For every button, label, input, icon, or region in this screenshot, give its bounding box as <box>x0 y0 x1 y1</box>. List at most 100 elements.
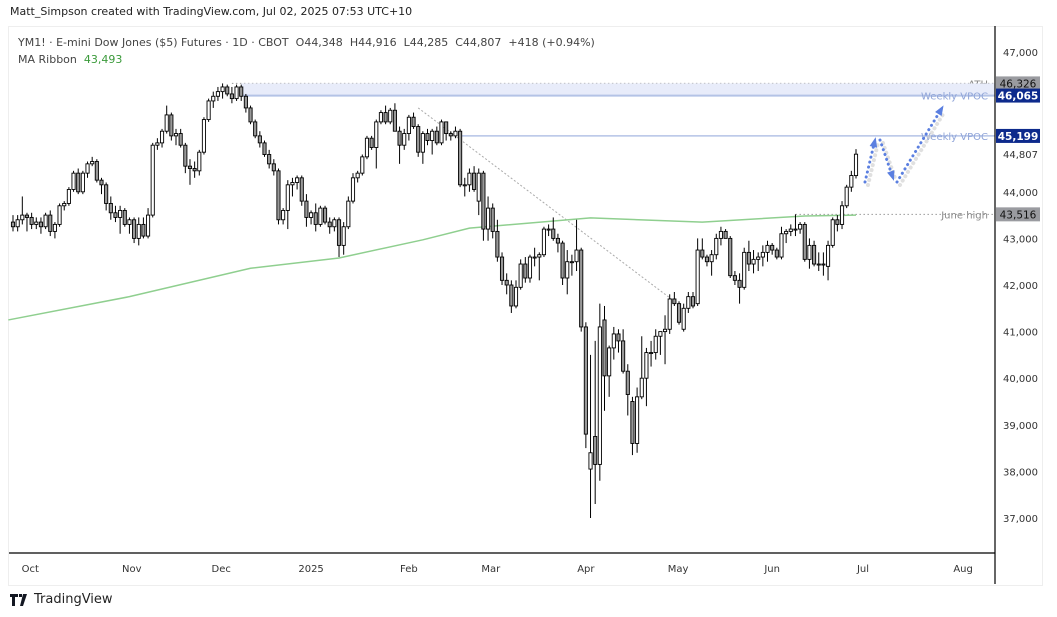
candle[interactable] <box>313 203 318 232</box>
price-axis[interactable]: 47,000 44,000 43,000 42,000 41,000 40,000 39,0… <box>1003 48 1038 525</box>
candle[interactable] <box>271 159 276 176</box>
candle[interactable] <box>486 196 491 241</box>
candle[interactable] <box>458 128 463 188</box>
candle[interactable] <box>416 124 421 157</box>
candle[interactable] <box>509 280 514 313</box>
candle[interactable] <box>686 291 691 313</box>
candle[interactable] <box>146 208 151 239</box>
candle[interactable] <box>621 329 626 374</box>
candle[interactable] <box>76 168 81 195</box>
candle[interactable] <box>737 273 742 304</box>
candle[interactable] <box>257 131 262 148</box>
candle[interactable] <box>635 387 640 453</box>
candle[interactable] <box>52 222 57 239</box>
candle[interactable] <box>751 250 756 274</box>
candle[interactable] <box>127 217 132 234</box>
candle[interactable] <box>798 222 803 234</box>
candle[interactable] <box>383 105 388 125</box>
arrow-dotted-line[interactable] <box>863 138 877 184</box>
candle[interactable] <box>430 128 435 155</box>
candle[interactable] <box>360 154 365 176</box>
candle[interactable] <box>709 250 714 276</box>
candle[interactable] <box>844 184 849 209</box>
candle[interactable] <box>322 205 328 225</box>
candle[interactable] <box>34 217 39 230</box>
candle[interactable] <box>495 219 500 262</box>
candle[interactable] <box>602 305 607 411</box>
candle[interactable] <box>835 215 840 232</box>
time-axis[interactable]: Oct Nov Dec 2025 Feb Mar Apr May Jun Jul Aug <box>22 564 973 575</box>
candle[interactable] <box>141 217 146 239</box>
candle[interactable] <box>607 345 612 397</box>
candle[interactable] <box>830 217 835 248</box>
candle[interactable] <box>742 247 747 290</box>
candle[interactable] <box>374 119 379 169</box>
symbol-title[interactable]: YM1! · E-mini Dow Jones ($5) Futures · 1… <box>18 36 289 49</box>
candle[interactable] <box>630 396 635 456</box>
candle[interactable] <box>29 212 34 230</box>
candle[interactable] <box>644 347 649 407</box>
candle[interactable] <box>24 212 30 232</box>
ma-ribbon-line[interactable] <box>8 214 857 321</box>
candle[interactable] <box>434 126 439 146</box>
candle[interactable] <box>15 215 20 232</box>
candle[interactable] <box>444 121 449 141</box>
candle[interactable] <box>332 217 337 232</box>
candle[interactable] <box>10 215 16 232</box>
candle[interactable] <box>774 247 779 260</box>
candle[interactable] <box>676 301 682 325</box>
candle[interactable] <box>113 205 118 223</box>
candle[interactable] <box>816 252 821 272</box>
candle[interactable] <box>723 229 728 239</box>
candle[interactable] <box>695 238 700 306</box>
candle[interactable] <box>104 182 109 211</box>
candle[interactable] <box>309 210 314 225</box>
candle[interactable] <box>285 180 290 230</box>
candle[interactable] <box>653 329 658 360</box>
candle[interactable] <box>593 340 598 505</box>
candle[interactable] <box>290 177 295 197</box>
candle[interactable] <box>821 252 826 276</box>
candle[interactable] <box>639 336 644 400</box>
candle[interactable] <box>159 128 165 148</box>
candle[interactable] <box>155 138 160 150</box>
candle[interactable] <box>770 243 775 255</box>
candle[interactable] <box>849 170 854 192</box>
candle[interactable] <box>276 168 281 225</box>
candle[interactable] <box>565 250 570 295</box>
candle[interactable] <box>448 131 453 141</box>
candle[interactable] <box>523 257 528 283</box>
candle[interactable] <box>667 294 672 334</box>
candle[interactable] <box>192 161 197 178</box>
candle[interactable] <box>420 131 425 164</box>
candle[interactable] <box>173 128 179 146</box>
candle[interactable] <box>732 271 737 285</box>
candle[interactable] <box>397 126 402 164</box>
candle[interactable] <box>532 247 537 267</box>
ma-row[interactable]: MA Ribbon 43,493 <box>18 51 595 68</box>
candle[interactable] <box>169 112 174 141</box>
candle[interactable] <box>569 254 574 276</box>
candle[interactable] <box>579 247 584 332</box>
candle[interactable] <box>378 110 383 125</box>
candle[interactable] <box>499 252 505 285</box>
candle[interactable] <box>406 114 411 141</box>
candle[interactable] <box>402 128 407 150</box>
candle[interactable] <box>807 238 812 269</box>
candle[interactable] <box>99 177 104 195</box>
candle[interactable] <box>504 273 509 295</box>
candle[interactable] <box>527 254 533 283</box>
candle[interactable] <box>439 119 444 146</box>
candle[interactable] <box>658 331 663 355</box>
candle[interactable] <box>122 208 127 227</box>
candle[interactable] <box>690 291 696 309</box>
candle[interactable] <box>318 205 323 227</box>
candle[interactable] <box>234 84 239 101</box>
candle[interactable] <box>136 217 141 246</box>
candle[interactable] <box>746 240 751 272</box>
candle[interactable] <box>560 240 565 285</box>
candle[interactable] <box>784 229 789 244</box>
candle[interactable] <box>681 303 686 332</box>
candle[interactable] <box>765 240 770 262</box>
